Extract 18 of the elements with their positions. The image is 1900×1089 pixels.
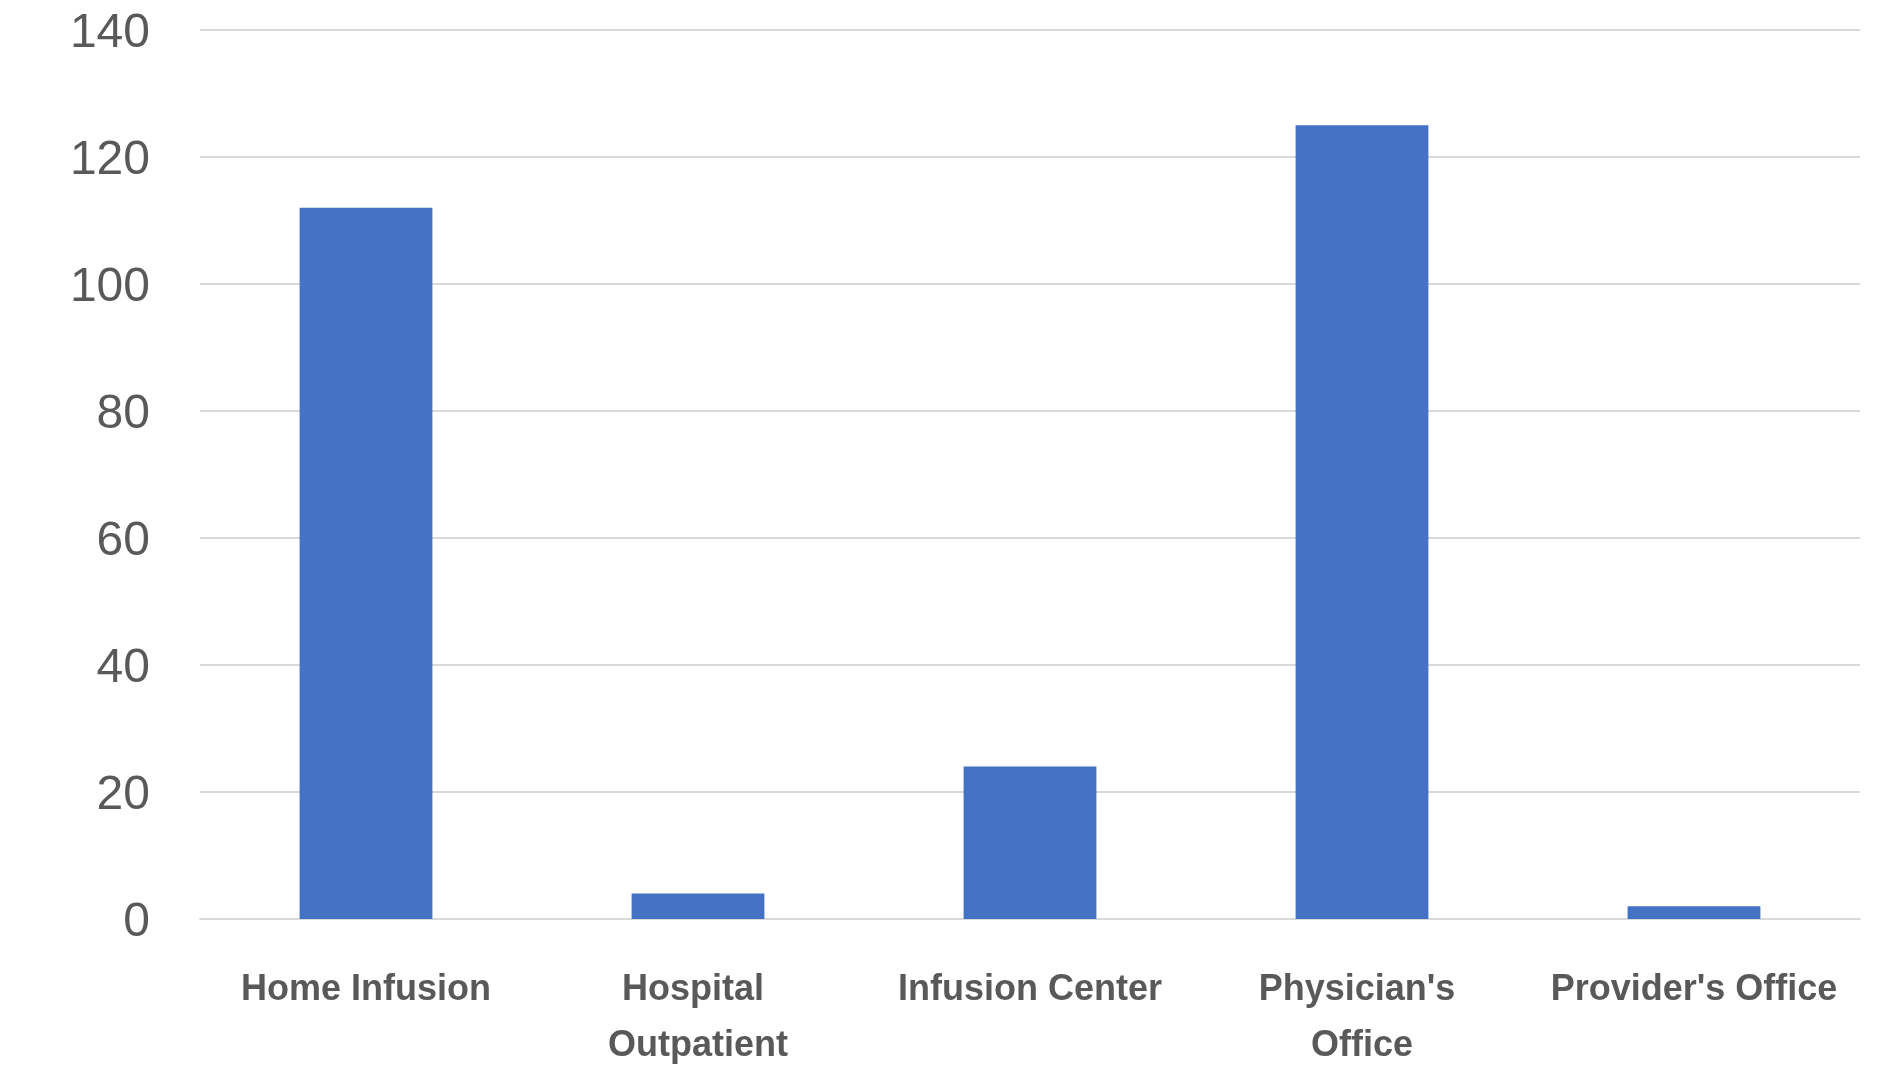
- x-tick-label: Provider's Office: [1550, 966, 1838, 1008]
- y-tick-label: 40: [96, 638, 150, 692]
- x-tick-label: Home Infusion: [241, 966, 491, 1008]
- x-tick-label: Hospital Outpatient: [608, 966, 788, 1064]
- y-tick-label: 60: [96, 511, 150, 565]
- bar: [1295, 125, 1429, 919]
- bar: [1627, 906, 1761, 919]
- bar: [299, 207, 433, 919]
- y-tick-label: 120: [69, 130, 150, 184]
- y-tick-label: 0: [123, 892, 150, 946]
- bar: [963, 766, 1097, 919]
- y-tick-label: 100: [69, 257, 150, 311]
- bar: [631, 893, 765, 919]
- y-tick-label: 20: [96, 765, 150, 819]
- x-tick-label: Infusion Center: [897, 966, 1163, 1008]
- x-tick-label: Physician's Office: [1258, 966, 1466, 1064]
- y-tick-label: 140: [69, 3, 150, 57]
- y-tick-label: 80: [96, 384, 150, 438]
